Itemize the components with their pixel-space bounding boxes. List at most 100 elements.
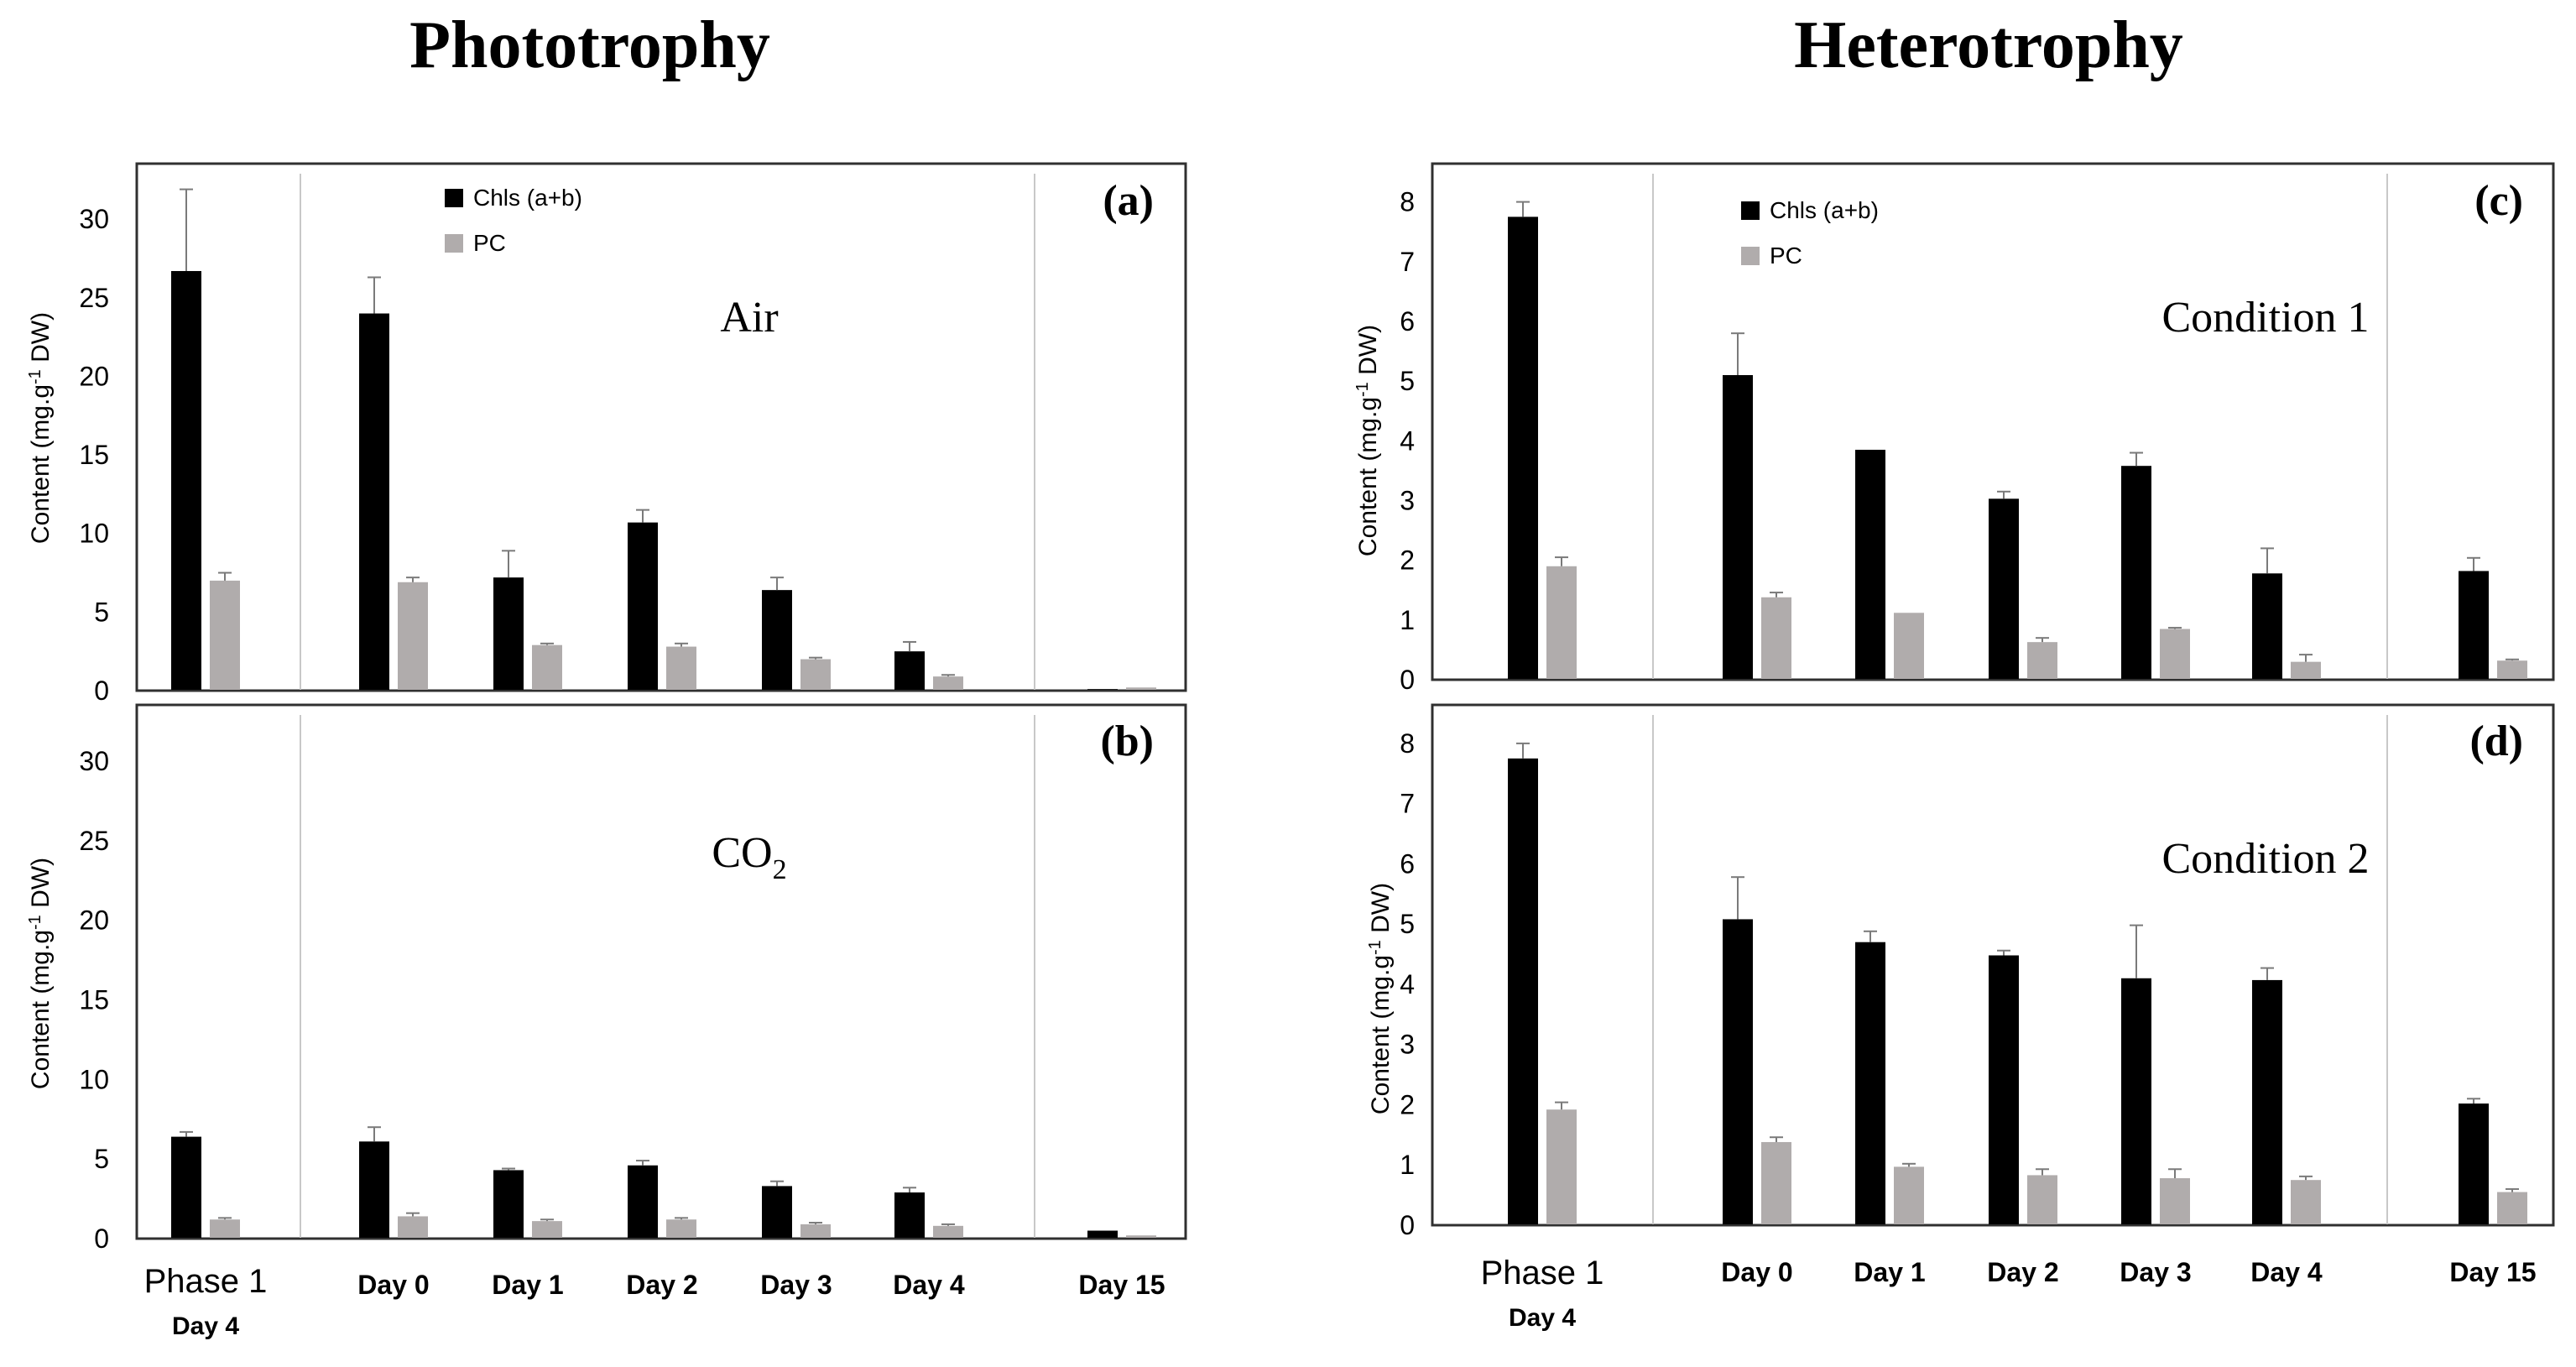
- panel-b-ytick-25: 25: [79, 826, 109, 856]
- panel-c-bar-chls-2: [1855, 449, 1885, 680]
- panel-d-ylabel: Content (mg.g-1 DW): [1366, 883, 1395, 1114]
- panel-d-ytick-3: 3: [1400, 1030, 1415, 1060]
- panel-a-frame: [135, 162, 1187, 692]
- panel-d-bar-pc-2: [1894, 1166, 1924, 1225]
- panel-c-legend-label-chls: Chls (a+b): [1770, 197, 1879, 223]
- panel-a-bar-chls-2: [493, 577, 524, 691]
- panel-d-bar-chls-3: [1989, 955, 2019, 1225]
- panel-b-ytick-0: 0: [94, 1224, 109, 1254]
- panel-a-bar-chls-4: [762, 590, 792, 691]
- panel-d-condition: Condition 2: [2161, 835, 2369, 883]
- panel-a-bar-pc-1: [398, 582, 428, 691]
- panel-c-condition: Condition 1: [2161, 294, 2369, 342]
- left-xlabel-day2: Day 2: [626, 1270, 697, 1300]
- panel-a-ytick-5: 5: [94, 597, 109, 627]
- left-xlabel-phase1-sub: Day 4: [172, 1312, 239, 1340]
- panel-c-legend-swatch-chls: [1741, 201, 1760, 220]
- heading-phototrophy: Phototrophy: [409, 8, 770, 82]
- panel-c-bar-pc-5: [2291, 661, 2321, 680]
- panel-d-ytick-5: 5: [1400, 909, 1415, 939]
- panel-c-ytick-2: 2: [1400, 545, 1415, 576]
- panel-a-bar-chls-5: [894, 651, 925, 691]
- panel-a-label: (a): [1103, 177, 1154, 225]
- panel-a-ytick-15: 15: [79, 440, 109, 470]
- panel-c-bar-pc-2: [1894, 613, 1924, 680]
- panel-d-bar-pc-1: [1761, 1141, 1791, 1225]
- left-xlabel-day3: Day 3: [760, 1270, 832, 1300]
- panel-c-bar-pc-6: [2497, 660, 2527, 680]
- panel-c-ylabel: Content (mg.g-1 DW): [1353, 325, 1382, 556]
- panel-a-condition-text: Air: [720, 294, 778, 342]
- panel-b-ylabel: Content (mg.g-1 DW): [26, 858, 55, 1089]
- panel-a-condition: Air: [720, 294, 778, 342]
- panel-b-bar-chls-1: [359, 1141, 389, 1239]
- heading-heterotrophy: Heterotrophy: [1794, 8, 2183, 82]
- panel-c-label: (c): [2474, 177, 2523, 225]
- panel-d-bar-pc-6: [2497, 1192, 2527, 1225]
- panel-a-legend-swatch-chls: [445, 189, 463, 207]
- panel-c-bar-pc-0: [1546, 566, 1577, 680]
- panel-a-bar-pc-4: [800, 659, 831, 691]
- panel-c-ytick-6: 6: [1400, 306, 1415, 337]
- left-xlabel-day1: Day 1: [492, 1270, 563, 1300]
- panel-b-bar-chls-6: [1087, 1230, 1118, 1239]
- panel-d-bar-chls-1: [1723, 919, 1753, 1225]
- panel-d-ytick-7: 7: [1400, 789, 1415, 819]
- panel-a-legend-swatch-pc: [445, 234, 463, 253]
- left-xlabel-day15: Day 15: [1078, 1270, 1165, 1300]
- panel-a-legend-label-pc: PC: [473, 230, 506, 256]
- panel-b-bar-chls-4: [762, 1186, 792, 1239]
- panel-b-bar-pc-5: [933, 1225, 963, 1239]
- panel-b-bar-chls-0: [171, 1136, 201, 1239]
- panel-c-bar-pc-4: [2160, 629, 2190, 680]
- panel-b-bar-pc-1: [398, 1216, 428, 1239]
- panel-a-ytick-20: 20: [79, 361, 109, 391]
- panel-d-bar-chls-6: [2459, 1104, 2489, 1225]
- panel-b-bar-chls-3: [628, 1165, 658, 1239]
- right-xlabel-day2: Day 2: [1987, 1257, 2058, 1287]
- panel-c-ytick-3: 3: [1400, 485, 1415, 515]
- panel-d-bar-chls-4: [2121, 978, 2151, 1225]
- panel-d-ytick-6: 6: [1400, 848, 1415, 879]
- panel-a-bar-pc-5: [933, 676, 963, 691]
- panel-b-condition: CO2: [712, 829, 786, 885]
- panel-c-bar-chls-6: [2459, 571, 2489, 680]
- panel-a-bar-chls-3: [628, 522, 658, 691]
- panel-d-bar-pc-4: [2160, 1178, 2190, 1225]
- panel-a-ylabel: Content (mg.g-1 DW): [26, 312, 55, 544]
- panel-d-bar-pc-0: [1546, 1109, 1577, 1225]
- panel-b-condition-text: CO: [712, 829, 772, 877]
- panel-d-bar-chls-2: [1855, 942, 1885, 1225]
- panel-a-ytick-30: 30: [79, 204, 109, 234]
- panel-a-bar-pc-6: [1126, 687, 1156, 691]
- panel-c-ytick-7: 7: [1400, 247, 1415, 277]
- right-xlabel-day3: Day 3: [2120, 1257, 2191, 1287]
- panel-b-bar-pc-0: [210, 1219, 240, 1239]
- panel-d-ytick-4: 4: [1400, 969, 1415, 999]
- panel-d-ytick-0: 0: [1400, 1210, 1415, 1240]
- left-xlabel-day0: Day 0: [357, 1270, 429, 1300]
- panel-c-ytick-4: 4: [1400, 425, 1415, 456]
- left-xlabel-day4: Day 4: [893, 1270, 965, 1300]
- panel-a-ytick-0: 0: [94, 676, 109, 706]
- panel-d-ytick-2: 2: [1400, 1089, 1415, 1119]
- panel-c-bar-chls-5: [2252, 573, 2282, 680]
- panel-d-bar-pc-3: [2027, 1175, 2057, 1225]
- right-xlabel-day1: Day 1: [1854, 1257, 1925, 1287]
- panel-b-bar-pc-6: [1126, 1235, 1156, 1239]
- right-xlabel-phase1-sub: Day 4: [1509, 1304, 1576, 1332]
- panel-c-bar-chls-1: [1723, 375, 1753, 680]
- panel-b-label: (b): [1100, 717, 1154, 765]
- panel-b-bar-chls-2: [493, 1170, 524, 1239]
- panel-b-bar-pc-4: [800, 1224, 831, 1239]
- panel-b-ytick-20: 20: [79, 905, 109, 936]
- panel-c-ytick-8: 8: [1400, 187, 1415, 217]
- right-xlabel-day4: Day 4: [2250, 1257, 2323, 1287]
- panel-b-ytick-15: 15: [79, 984, 109, 1015]
- panel-b-ytick-10: 10: [79, 1064, 109, 1094]
- panel-c-legend-label-pc: PC: [1770, 243, 1802, 269]
- panel-c-bar-chls-3: [1989, 498, 2019, 680]
- panel-a-bar-chls-1: [359, 313, 389, 691]
